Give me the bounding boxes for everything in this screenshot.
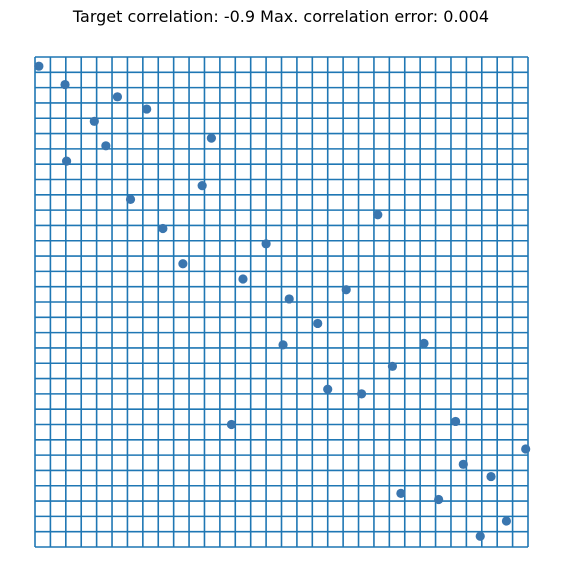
data-point	[142, 104, 152, 114]
data-point	[434, 494, 444, 505]
data-point	[341, 285, 351, 295]
data-point	[475, 531, 485, 541]
data-point	[396, 488, 406, 499]
data-point	[450, 416, 461, 427]
data-point	[206, 133, 217, 143]
data-point	[34, 61, 44, 71]
data-point	[284, 294, 294, 304]
data-point	[60, 79, 70, 90]
data-point	[61, 156, 72, 166]
data-point	[486, 471, 496, 482]
data-point	[373, 210, 383, 220]
data-point	[458, 459, 468, 469]
data-point	[313, 318, 323, 329]
data-point	[238, 274, 248, 284]
data-point	[89, 116, 99, 126]
data-point	[501, 516, 512, 526]
data-point	[419, 338, 429, 348]
data-point	[226, 419, 237, 430]
data-point	[323, 384, 333, 394]
data-point	[197, 181, 207, 191]
chart-title: Target correlation: -0.9 Max. correlatio…	[72, 7, 490, 26]
data-point	[101, 141, 111, 151]
data-point	[261, 239, 271, 249]
data-point	[357, 389, 367, 399]
data-point	[521, 444, 531, 454]
data-point	[387, 361, 398, 371]
data-point	[158, 223, 168, 234]
data-point	[112, 92, 123, 102]
data-points	[34, 61, 531, 541]
data-point	[178, 259, 188, 269]
data-point	[125, 194, 136, 205]
grid	[34, 56, 529, 548]
data-point	[278, 340, 288, 350]
